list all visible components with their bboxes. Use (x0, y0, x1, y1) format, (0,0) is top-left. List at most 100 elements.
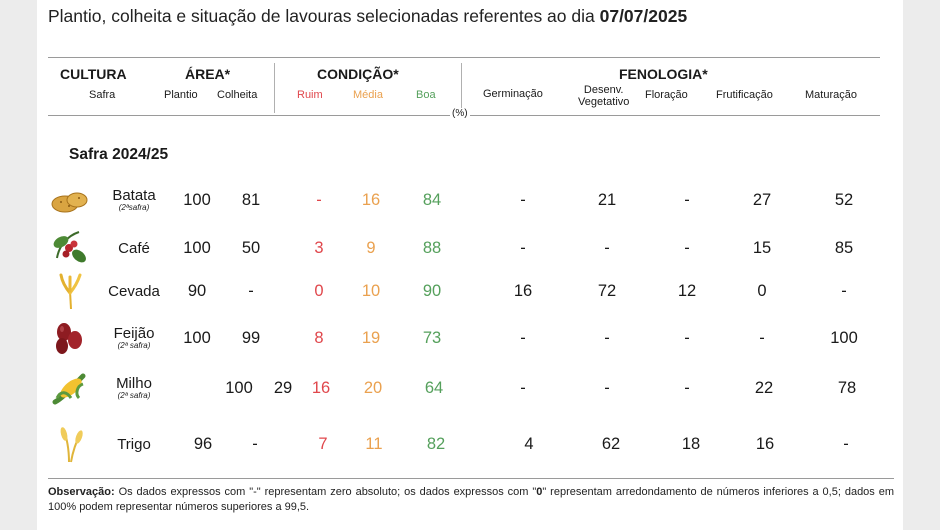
page-title: Plantio, colheita e situação de lavouras… (48, 6, 688, 26)
frutificacao-value: 22 (754, 378, 774, 397)
plantio-value: 100 (225, 378, 253, 397)
plantio-value: 100 (183, 328, 211, 347)
media-value: 10 (361, 281, 381, 300)
germinacao-value: - (520, 238, 526, 257)
header-ruim: Ruim (297, 89, 323, 101)
header-safra: Safra (89, 89, 116, 101)
header-media: Média (353, 89, 383, 101)
germinacao-value: - (520, 190, 526, 209)
germinacao-value: - (520, 328, 526, 347)
plantio-value: 90 (187, 281, 207, 300)
floracao-value: - (684, 378, 690, 397)
plantio-value: 96 (193, 434, 213, 453)
header-top-rule (48, 57, 880, 58)
header-plantio: Plantio (164, 89, 198, 101)
ruim-value: 3 (314, 238, 324, 257)
frutificacao-value: 27 (752, 190, 772, 209)
media-value: 20 (363, 378, 383, 397)
colheita-value: 29 (273, 378, 293, 397)
maturacao-value: 78 (837, 378, 857, 397)
unit-label: (%) (450, 108, 470, 119)
frutificacao-value: 0 (757, 281, 767, 300)
maturacao-value: - (841, 281, 847, 300)
crop-name-milho: Milho (2ª safra) (116, 375, 152, 400)
desenv-value: 21 (597, 190, 617, 209)
potato-icon (51, 192, 88, 213)
germinacao-value: - (520, 378, 526, 397)
header-divider-2 (461, 63, 462, 113)
crop-name-feijao: Feijão (2ª safra) (113, 325, 155, 350)
plantio-value: 100 (183, 238, 211, 257)
desenv-value: - (604, 328, 610, 347)
ruim-value: 8 (314, 328, 324, 347)
table-row: Milho (2ª safra) 100 29 16 20 64 - - - 2… (37, 368, 903, 408)
ruim-value: - (316, 190, 322, 209)
table-row: Trigo 96 - 7 11 82 4 62 18 16 - (37, 424, 903, 464)
crop-name-batata: Batata (2ªsafra) (112, 187, 156, 212)
header-maturacao: Maturação (805, 89, 857, 101)
crop-name-cafe: Café (118, 239, 150, 257)
header-frutificacao: Frutificação (716, 89, 773, 101)
maturacao-value: - (843, 434, 849, 453)
floracao-value: 12 (677, 281, 697, 300)
media-value: 11 (365, 434, 383, 453)
colheita-value: - (248, 281, 254, 300)
desenv-value: - (604, 238, 610, 257)
header-condicao: CONDIÇÃO* (317, 66, 399, 82)
crop-name-cevada: Cevada (108, 282, 160, 300)
boa-value: 88 (422, 238, 442, 257)
colheita-value: 50 (241, 238, 261, 257)
header-fenologia: FENOLOGIA* (619, 66, 708, 82)
boa-value: 64 (424, 378, 444, 397)
boa-value: 84 (422, 190, 442, 209)
observation-note: Observação: Os dados expressos com "-" r… (48, 486, 894, 513)
header-divider-1 (274, 63, 275, 113)
maturacao-value: 85 (834, 238, 854, 257)
footer-rule (48, 478, 894, 479)
boa-value: 73 (422, 328, 442, 347)
maturacao-value: 100 (830, 328, 858, 347)
floracao-value: - (684, 190, 690, 209)
floracao-value: - (684, 328, 690, 347)
report-date: 07/07/2025 (599, 6, 688, 26)
table-row: Cevada 90 - 0 10 90 16 72 12 0 - (37, 271, 903, 311)
report-page: Plantio, colheita e situação de lavouras… (37, 0, 903, 530)
crop-name-trigo: Trigo (117, 435, 151, 453)
header-area: ÁREA* (185, 66, 231, 82)
media-value: 9 (366, 238, 376, 257)
header-germinacao: Germinação (483, 88, 543, 100)
plantio-value: 100 (183, 190, 211, 209)
bean-icon (56, 323, 82, 354)
germinacao-value: 4 (524, 434, 534, 453)
germinacao-value: 16 (513, 281, 533, 300)
header-cultura: CULTURA (60, 66, 127, 82)
barley-icon (59, 273, 82, 310)
floracao-value: - (684, 238, 690, 257)
header-colheita: Colheita (217, 89, 258, 101)
colheita-value: 81 (241, 190, 261, 209)
frutificacao-value: - (759, 328, 765, 347)
table-row: Café 100 50 3 9 88 - - - 15 85 (37, 228, 903, 268)
ruim-value: 0 (314, 281, 324, 300)
table-row: Feijão (2ª safra) 100 99 8 19 73 - - - -… (37, 318, 903, 358)
corn-icon (52, 373, 86, 405)
colheita-value: - (252, 434, 258, 453)
desenv-value: 62 (601, 434, 621, 453)
frutificacao-value: 16 (755, 434, 775, 453)
table-row: Batata (2ªsafra) 100 81 - 16 84 - 21 - 2… (37, 180, 903, 220)
frutificacao-value: 15 (752, 238, 772, 257)
header-desenv: Desenv. Vegetativo (578, 84, 630, 108)
desenv-value: 72 (597, 281, 617, 300)
media-value: 19 (361, 328, 381, 347)
boa-value: 90 (422, 281, 442, 300)
maturacao-value: 52 (834, 190, 854, 209)
header-floracao: Floração (645, 89, 688, 101)
page-margin (903, 0, 940, 530)
header-boa: Boa (416, 89, 436, 101)
media-value: 16 (361, 190, 381, 209)
floracao-value: 18 (681, 434, 701, 453)
desenv-value: - (604, 378, 610, 397)
coffee-icon (53, 231, 86, 263)
ruim-value: 16 (311, 378, 331, 397)
ruim-value: 7 (318, 434, 328, 453)
